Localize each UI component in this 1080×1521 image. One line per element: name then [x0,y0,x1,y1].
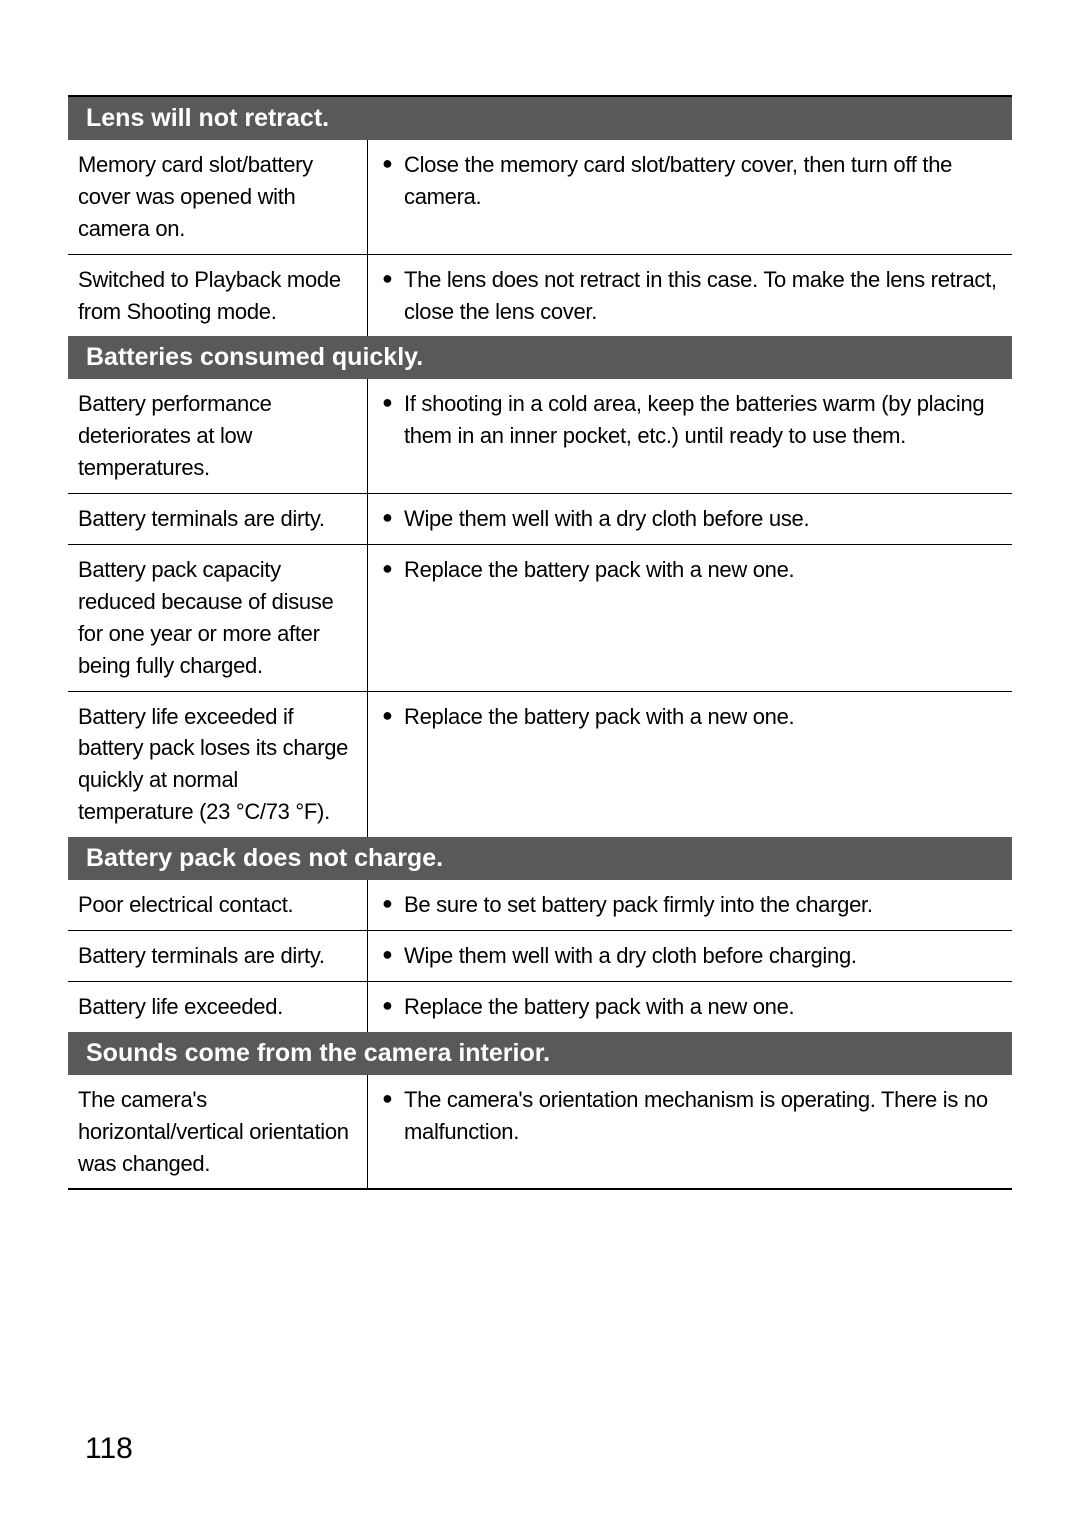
table-row: Battery performance deteriorates at low … [68,379,1012,494]
section-header: Battery pack does not charge. [68,837,1012,880]
solution-text: Replace the battery pack with a new one. [404,554,1002,682]
section-header: Sounds come from the camera interior. [68,1032,1012,1075]
cause-cell: Battery life exceeded if battery pack lo… [68,692,368,838]
solution-text: The lens does not retract in this case. … [404,264,1002,328]
bullet-icon: ● [382,889,404,921]
solution-cell: ●The lens does not retract in this case.… [368,255,1012,337]
solution-cell: ●Replace the battery pack with a new one… [368,692,1012,838]
solution-text: Replace the battery pack with a new one. [404,991,1002,1023]
table-row: Battery life exceeded if battery pack lo… [68,692,1012,838]
bullet-icon: ● [382,991,404,1023]
cause-cell: Battery performance deteriorates at low … [68,379,368,493]
troubleshooting-table: Lens will not retract.Memory card slot/b… [68,95,1012,1190]
cause-cell: Memory card slot/battery cover was opene… [68,140,368,254]
solution-text: Close the memory card slot/battery cover… [404,149,1002,245]
solution-cell: ●Close the memory card slot/battery cove… [368,140,1012,254]
cause-cell: Switched to Playback mode from Shooting … [68,255,368,337]
solution-text: Be sure to set battery pack firmly into … [404,889,1002,921]
solution-text: Replace the battery pack with a new one. [404,701,1002,829]
page-number: 118 [85,1432,133,1466]
solution-cell: ●Wipe them well with a dry cloth before … [368,931,1012,981]
bullet-icon: ● [382,149,404,245]
bullet-icon: ● [382,554,404,682]
solution-cell: ●Wipe them well with a dry cloth before … [368,494,1012,544]
table-row: The camera's horizontal/vertical orienta… [68,1075,1012,1189]
bullet-icon: ● [382,388,404,484]
table-row: Battery life exceeded.●Replace the batte… [68,982,1012,1032]
solution-cell: ●Replace the battery pack with a new one… [368,545,1012,691]
table-row: Switched to Playback mode from Shooting … [68,255,1012,337]
bullet-icon: ● [382,503,404,535]
solution-text: Wipe them well with a dry cloth before c… [404,940,1002,972]
bullet-icon: ● [382,701,404,829]
cause-cell: Battery terminals are dirty. [68,494,368,544]
table-row: Battery terminals are dirty.●Wipe them w… [68,494,1012,545]
cause-cell: Battery terminals are dirty. [68,931,368,981]
solution-cell: ●The camera's orientation mechanism is o… [368,1075,1012,1189]
bullet-icon: ● [382,264,404,328]
solution-cell: ●Be sure to set battery pack firmly into… [368,880,1012,930]
table-row: Poor electrical contact.●Be sure to set … [68,880,1012,931]
cause-cell: Battery life exceeded. [68,982,368,1032]
solution-text: The camera's orientation mechanism is op… [404,1084,1002,1180]
bullet-icon: ● [382,940,404,972]
cause-cell: Battery pack capacity reduced because of… [68,545,368,691]
cause-cell: The camera's horizontal/vertical orienta… [68,1075,368,1189]
cause-cell: Poor electrical contact. [68,880,368,930]
bullet-icon: ● [382,1084,404,1180]
solution-text: If shooting in a cold area, keep the bat… [404,388,1002,484]
table-row: Battery pack capacity reduced because of… [68,545,1012,692]
solution-cell: ●If shooting in a cold area, keep the ba… [368,379,1012,493]
solution-cell: ●Replace the battery pack with a new one… [368,982,1012,1032]
table-row: Memory card slot/battery cover was opene… [68,140,1012,255]
section-header: Batteries consumed quickly. [68,336,1012,379]
section-header: Lens will not retract. [68,97,1012,140]
solution-text: Wipe them well with a dry cloth before u… [404,503,1002,535]
table-row: Battery terminals are dirty.●Wipe them w… [68,931,1012,982]
